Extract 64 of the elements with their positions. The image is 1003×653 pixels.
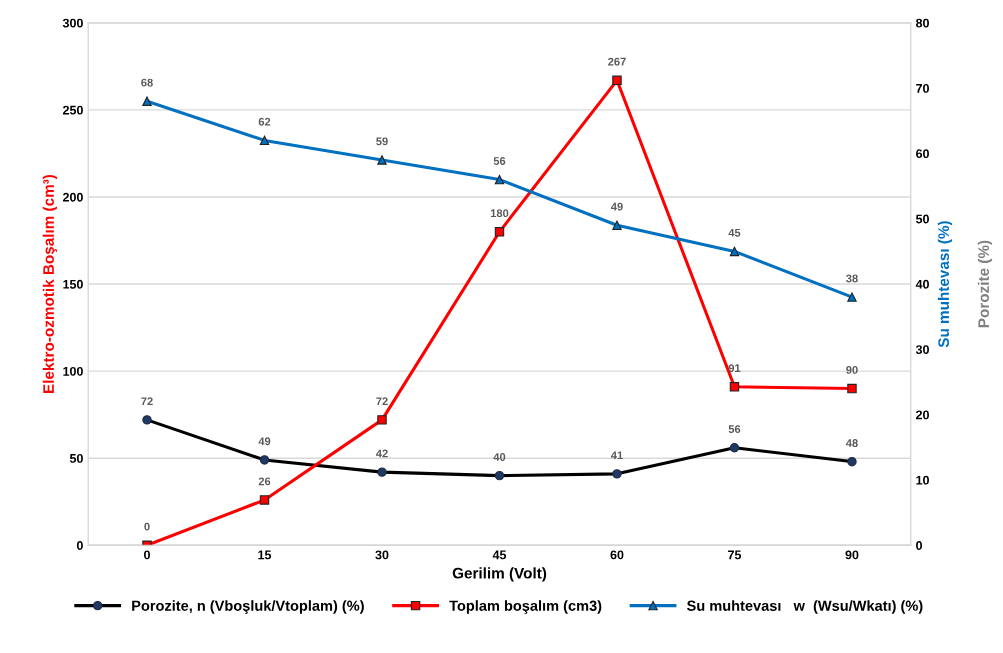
x-tick-label: 45 bbox=[492, 550, 507, 560]
point bbox=[847, 383, 857, 394]
point bbox=[612, 75, 622, 86]
y2-tick-label: 0 bbox=[916, 541, 923, 550]
data-label: 91 bbox=[728, 364, 741, 373]
y-tick-label: 150 bbox=[63, 279, 83, 289]
data-label: 72 bbox=[376, 397, 388, 406]
y-tick-label: 200 bbox=[62, 192, 83, 202]
point bbox=[142, 96, 152, 106]
point bbox=[377, 415, 387, 425]
legend-label: Toplam boşalım (cm3) bbox=[449, 600, 602, 614]
point bbox=[729, 246, 740, 257]
x-tick-label: 75 bbox=[728, 550, 742, 560]
x-axis-title: Gerilim (Volt) bbox=[452, 567, 547, 582]
y-tick-label: 50 bbox=[69, 453, 83, 463]
data-label: 26 bbox=[258, 477, 271, 486]
y2-tick-label: 70 bbox=[916, 83, 929, 93]
text: Porozite (%) bbox=[977, 240, 993, 328]
y-tick-label: 100 bbox=[63, 366, 83, 376]
data-label: 68 bbox=[141, 78, 153, 87]
data-label: 0 bbox=[144, 522, 150, 531]
data-label: 45 bbox=[728, 228, 741, 237]
data-label: 48 bbox=[845, 439, 858, 447]
legend-label: Su muhtevası w (Wsu/Wkatı) (%) bbox=[687, 600, 923, 614]
data-label: 49 bbox=[610, 202, 623, 211]
data-label: 90 bbox=[846, 365, 858, 374]
x-tick-label: 30 bbox=[375, 550, 389, 560]
data-label: 267 bbox=[608, 57, 626, 66]
point bbox=[494, 227, 505, 237]
y2-tick-label: 40 bbox=[915, 279, 929, 289]
data-label: 41 bbox=[610, 451, 623, 460]
y2-tick-label: 50 bbox=[915, 214, 929, 224]
data-label: 72 bbox=[141, 397, 153, 406]
y2-axis-title: Su muhtevası (%) bbox=[937, 221, 953, 348]
point bbox=[259, 135, 270, 146]
point bbox=[612, 220, 622, 231]
data-label: 42 bbox=[375, 449, 388, 458]
data-label: 49 bbox=[258, 437, 271, 446]
y-tick-label: 0 bbox=[76, 541, 83, 550]
y-tick-label: 250 bbox=[62, 105, 83, 115]
x-tick-label: 90 bbox=[845, 550, 859, 560]
y-axis-title: Elektro-ozmotik Boşalım (cm³) bbox=[42, 174, 57, 393]
data-label: 56 bbox=[493, 157, 506, 165]
point bbox=[729, 382, 740, 392]
data-label: 62 bbox=[258, 117, 271, 126]
y2-tick-label: 80 bbox=[915, 18, 929, 28]
x-tick-label: 15 bbox=[258, 550, 272, 560]
y2-tick-label: 30 bbox=[915, 345, 929, 355]
point bbox=[494, 174, 505, 185]
legend-label: Porozite, n (Vboşluk/Vtoplam) (%) bbox=[132, 600, 364, 614]
y2-tick-label: 20 bbox=[916, 410, 929, 420]
y2-tick-label: 60 bbox=[916, 149, 929, 159]
data-label: 40 bbox=[493, 453, 506, 461]
data-label: 180 bbox=[490, 209, 509, 218]
x-tick-label: 60 bbox=[610, 550, 624, 560]
data-label: 38 bbox=[846, 274, 858, 283]
y-tick-label: 300 bbox=[62, 18, 83, 28]
point bbox=[259, 495, 270, 505]
y2-tick-label: 10 bbox=[916, 475, 929, 485]
data-label: 59 bbox=[376, 137, 388, 146]
x-tick-label: 0 bbox=[144, 550, 150, 560]
point bbox=[377, 155, 387, 165]
data-label: 56 bbox=[728, 425, 741, 434]
point bbox=[847, 292, 857, 302]
